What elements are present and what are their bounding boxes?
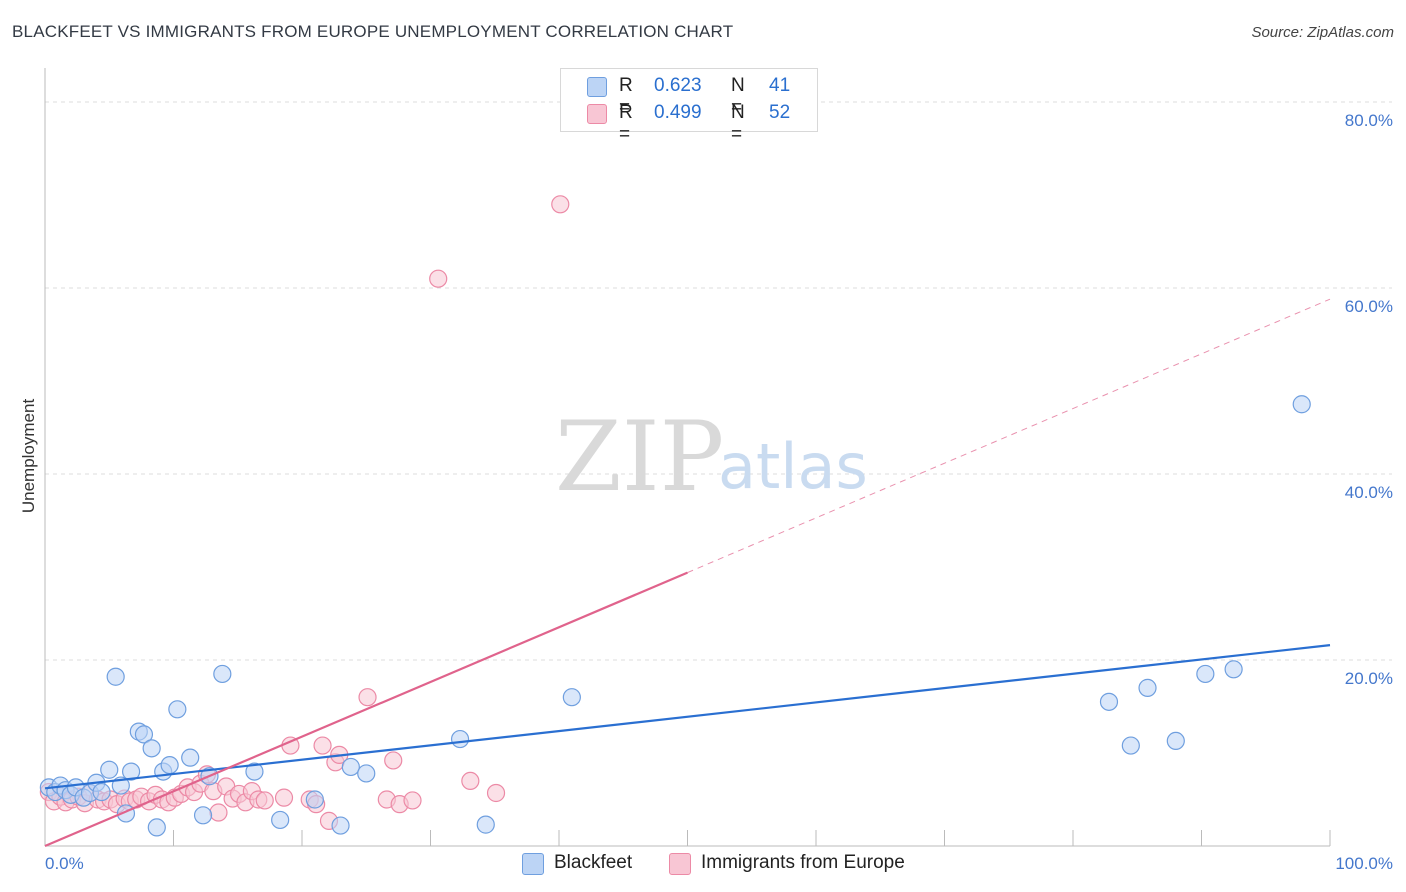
chart-title: BLACKFEET VS IMMIGRANTS FROM EUROPE UNEM… xyxy=(12,22,734,41)
data-point xyxy=(209,803,228,822)
watermark-zip: ZIP xyxy=(555,401,724,513)
legend-n-value: 41 xyxy=(769,75,791,96)
tick-labels: 20.0% 40.0% 60.0% 80.0% 0.0% 100.0% xyxy=(45,111,1393,873)
data-point xyxy=(341,757,360,777)
bottom-legend-swatch-blue xyxy=(522,853,544,875)
data-point xyxy=(486,783,506,803)
trend-lines xyxy=(44,298,1331,848)
data-point xyxy=(1099,692,1119,711)
x-tick-label: 0.0% xyxy=(45,854,84,873)
y-tick-label: 40.0% xyxy=(1345,483,1393,502)
data-point xyxy=(271,810,290,830)
data-point xyxy=(358,688,377,707)
data-point xyxy=(305,790,324,809)
legend-n-label: N = xyxy=(731,75,745,118)
legend-r-value: 0.623 xyxy=(654,75,702,96)
legend-swatch-blue xyxy=(587,77,607,97)
watermark-atlas: atlas xyxy=(718,430,868,503)
trend-line-solid xyxy=(44,644,1331,790)
legend-n-value: 52 xyxy=(769,102,791,123)
data-point xyxy=(551,195,570,214)
legend-swatch-pink xyxy=(587,104,607,124)
y-tick-label: 60.0% xyxy=(1345,297,1393,316)
legend-n-label: N = xyxy=(731,102,745,145)
data-point xyxy=(134,725,154,744)
data-point xyxy=(245,762,264,781)
data-point xyxy=(213,664,232,684)
series-blackfeet xyxy=(39,395,1311,837)
correlation-legend: R = 0.623 N = 41 R = 0.499 N = 52 xyxy=(560,68,818,145)
data-point xyxy=(255,791,274,810)
y-tick-label: 80.0% xyxy=(1345,111,1393,130)
legend-r-label: R = xyxy=(619,75,633,118)
data-point xyxy=(100,760,119,779)
data-point xyxy=(1166,731,1185,751)
data-point xyxy=(562,688,581,707)
data-point xyxy=(160,755,179,775)
data-point xyxy=(1196,664,1215,684)
trend-line-solid xyxy=(44,571,688,848)
data-point xyxy=(92,782,111,802)
data-point xyxy=(476,815,495,834)
data-point xyxy=(147,818,166,837)
data-point xyxy=(168,700,187,719)
data-point xyxy=(313,736,332,755)
data-point xyxy=(384,751,403,770)
data-point xyxy=(461,771,480,791)
bottom-legend-swatch-pink xyxy=(669,853,691,875)
data-point xyxy=(193,806,213,825)
x-tick-label: 100.0% xyxy=(1335,854,1393,873)
legend-r-label: R = xyxy=(619,102,633,145)
data-point xyxy=(1224,660,1243,679)
data-point xyxy=(1121,736,1140,755)
legend-r-value: 0.499 xyxy=(654,102,702,123)
y-tick-label: 20.0% xyxy=(1345,669,1393,688)
data-point xyxy=(142,739,161,758)
bottom-legend-label: Blackfeet xyxy=(554,852,633,873)
axes xyxy=(44,68,1331,847)
data-point xyxy=(1292,395,1311,414)
data-point xyxy=(403,791,422,810)
source-credit: Source: ZipAtlas.com xyxy=(1251,24,1394,41)
data-point xyxy=(1138,678,1157,698)
data-point xyxy=(274,788,294,807)
data-point xyxy=(357,764,376,783)
data-point xyxy=(106,667,125,686)
grid-lines xyxy=(45,101,1392,661)
bottom-legend-label: Immigrants from Europe xyxy=(701,852,905,873)
data-point xyxy=(331,816,350,835)
y-axis-label: Unemployment xyxy=(19,399,38,514)
data-point xyxy=(429,269,448,288)
data-point xyxy=(121,762,141,781)
data-point xyxy=(181,748,200,767)
data-point xyxy=(450,729,470,749)
